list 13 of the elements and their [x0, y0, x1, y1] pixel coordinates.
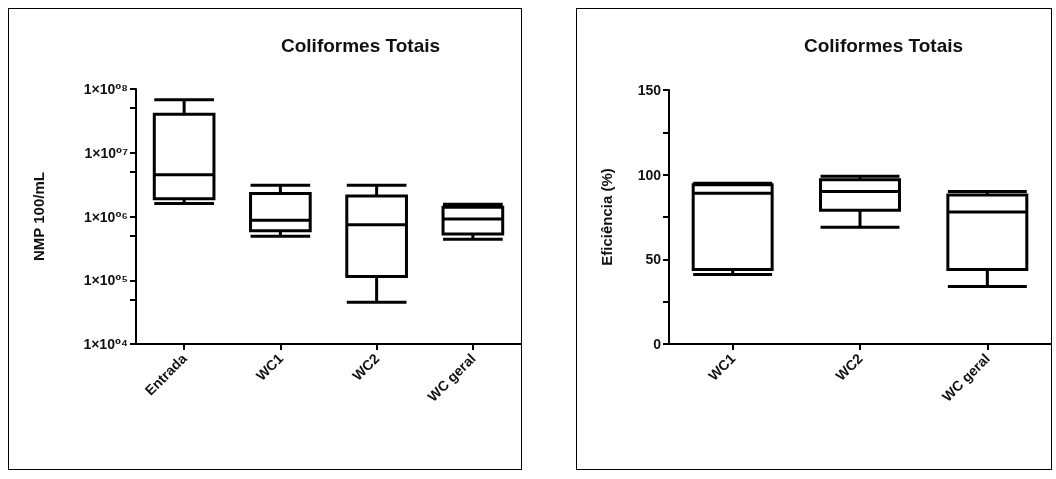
y-tick-label: 1×10⁰⁴	[83, 336, 129, 352]
y-tick-label: 1×10⁰⁶	[83, 208, 128, 225]
y-tick-label: 1×10⁰⁸	[83, 81, 128, 97]
y-axis-title: NMP 100/mL	[30, 172, 47, 261]
y-tick-label: 100	[637, 166, 662, 183]
y-tick-label: 0	[653, 336, 662, 352]
chart-title: Coliformes Totais	[804, 35, 964, 56]
y-tick-label: 50	[645, 251, 662, 268]
y-tick-label: 1×10⁰⁵	[83, 272, 128, 289]
y-tick-label: 1×10⁰⁷	[84, 144, 129, 161]
y-tick-label: 150	[637, 82, 662, 98]
y-axis-title: Eficiência (%)	[598, 168, 615, 266]
chart-title: Coliformes Totais	[281, 35, 441, 56]
